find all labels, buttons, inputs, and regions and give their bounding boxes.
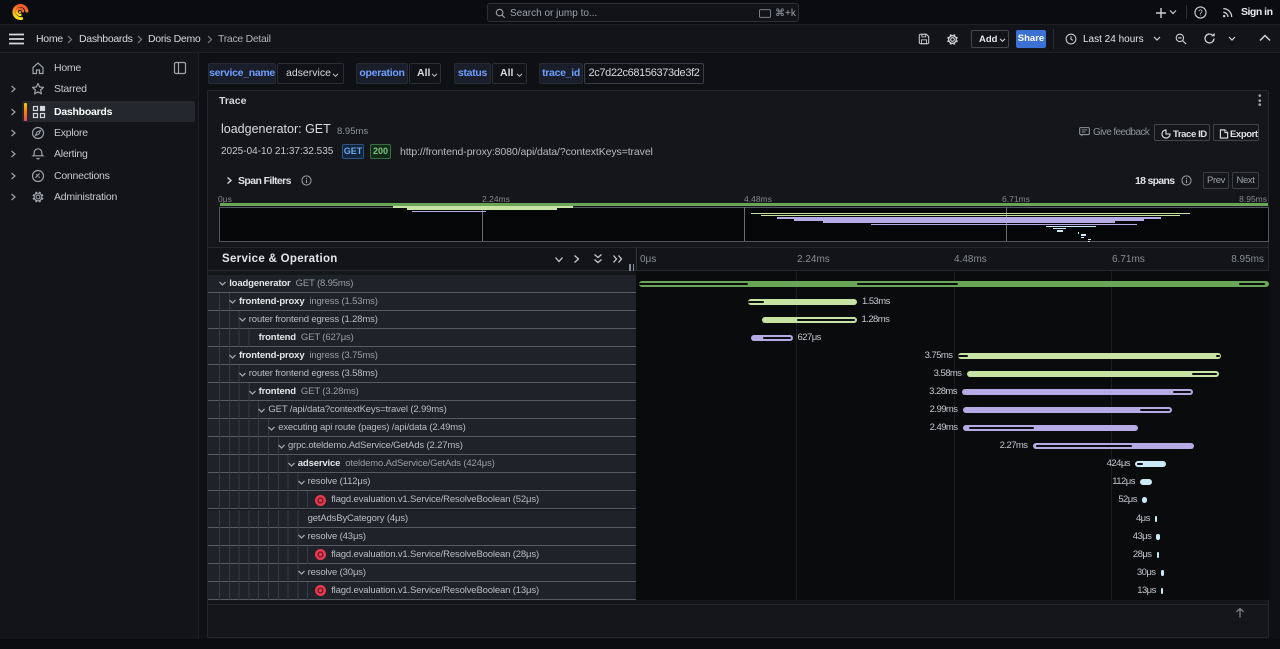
- svg-text:?: ?: [1198, 8, 1203, 17]
